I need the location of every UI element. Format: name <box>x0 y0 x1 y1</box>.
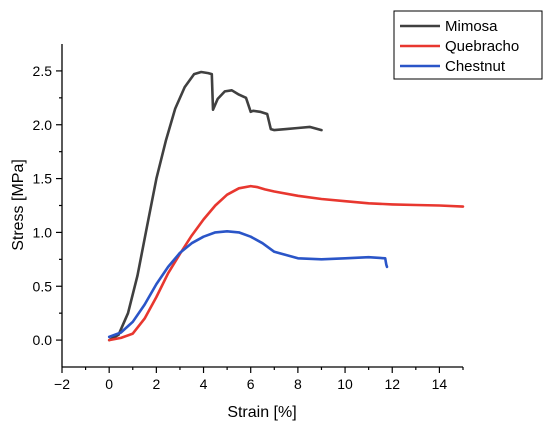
x-tick-label: 14 <box>432 376 448 392</box>
y-tick-label: 2.5 <box>33 63 53 79</box>
legend-label-mimosa: Mimosa <box>445 18 498 35</box>
x-tick-label: 8 <box>294 376 302 392</box>
series-group <box>107 70 465 342</box>
y-tick-label: 0.5 <box>33 278 53 294</box>
x-ticks: −2 0 2 4 6 8 10 12 14 <box>54 367 464 392</box>
y-ticks: 0.0 0.5 1.0 1.5 2.0 2.5 <box>33 63 62 348</box>
x-tick-label: 2 <box>152 376 160 392</box>
y-tick-label: 2.0 <box>33 117 53 133</box>
legend: Mimosa Quebracho Chestnut <box>393 10 543 80</box>
y-axis-title: Stress [MPa] <box>10 159 27 251</box>
x-tick-label: 12 <box>384 376 400 392</box>
y-tick-label: 0.0 <box>33 332 53 348</box>
legend-label-quebracho: Quebracho <box>445 38 519 55</box>
series-line-mimosa <box>107 70 323 342</box>
series-line-quebracho <box>107 184 465 342</box>
x-tick-label: 4 <box>200 376 208 392</box>
y-tick-label: 1.0 <box>33 224 53 240</box>
x-tick-label: −2 <box>54 376 70 392</box>
y-tick-label: 1.5 <box>33 171 53 187</box>
x-tick-label: 6 <box>247 376 255 392</box>
x-tick-label: 10 <box>337 376 353 392</box>
x-tick-label: 0 <box>105 376 113 392</box>
x-axis-title: Strain [%] <box>227 404 296 421</box>
legend-label-chestnut: Chestnut <box>445 58 506 75</box>
series-line-chestnut <box>107 230 389 339</box>
